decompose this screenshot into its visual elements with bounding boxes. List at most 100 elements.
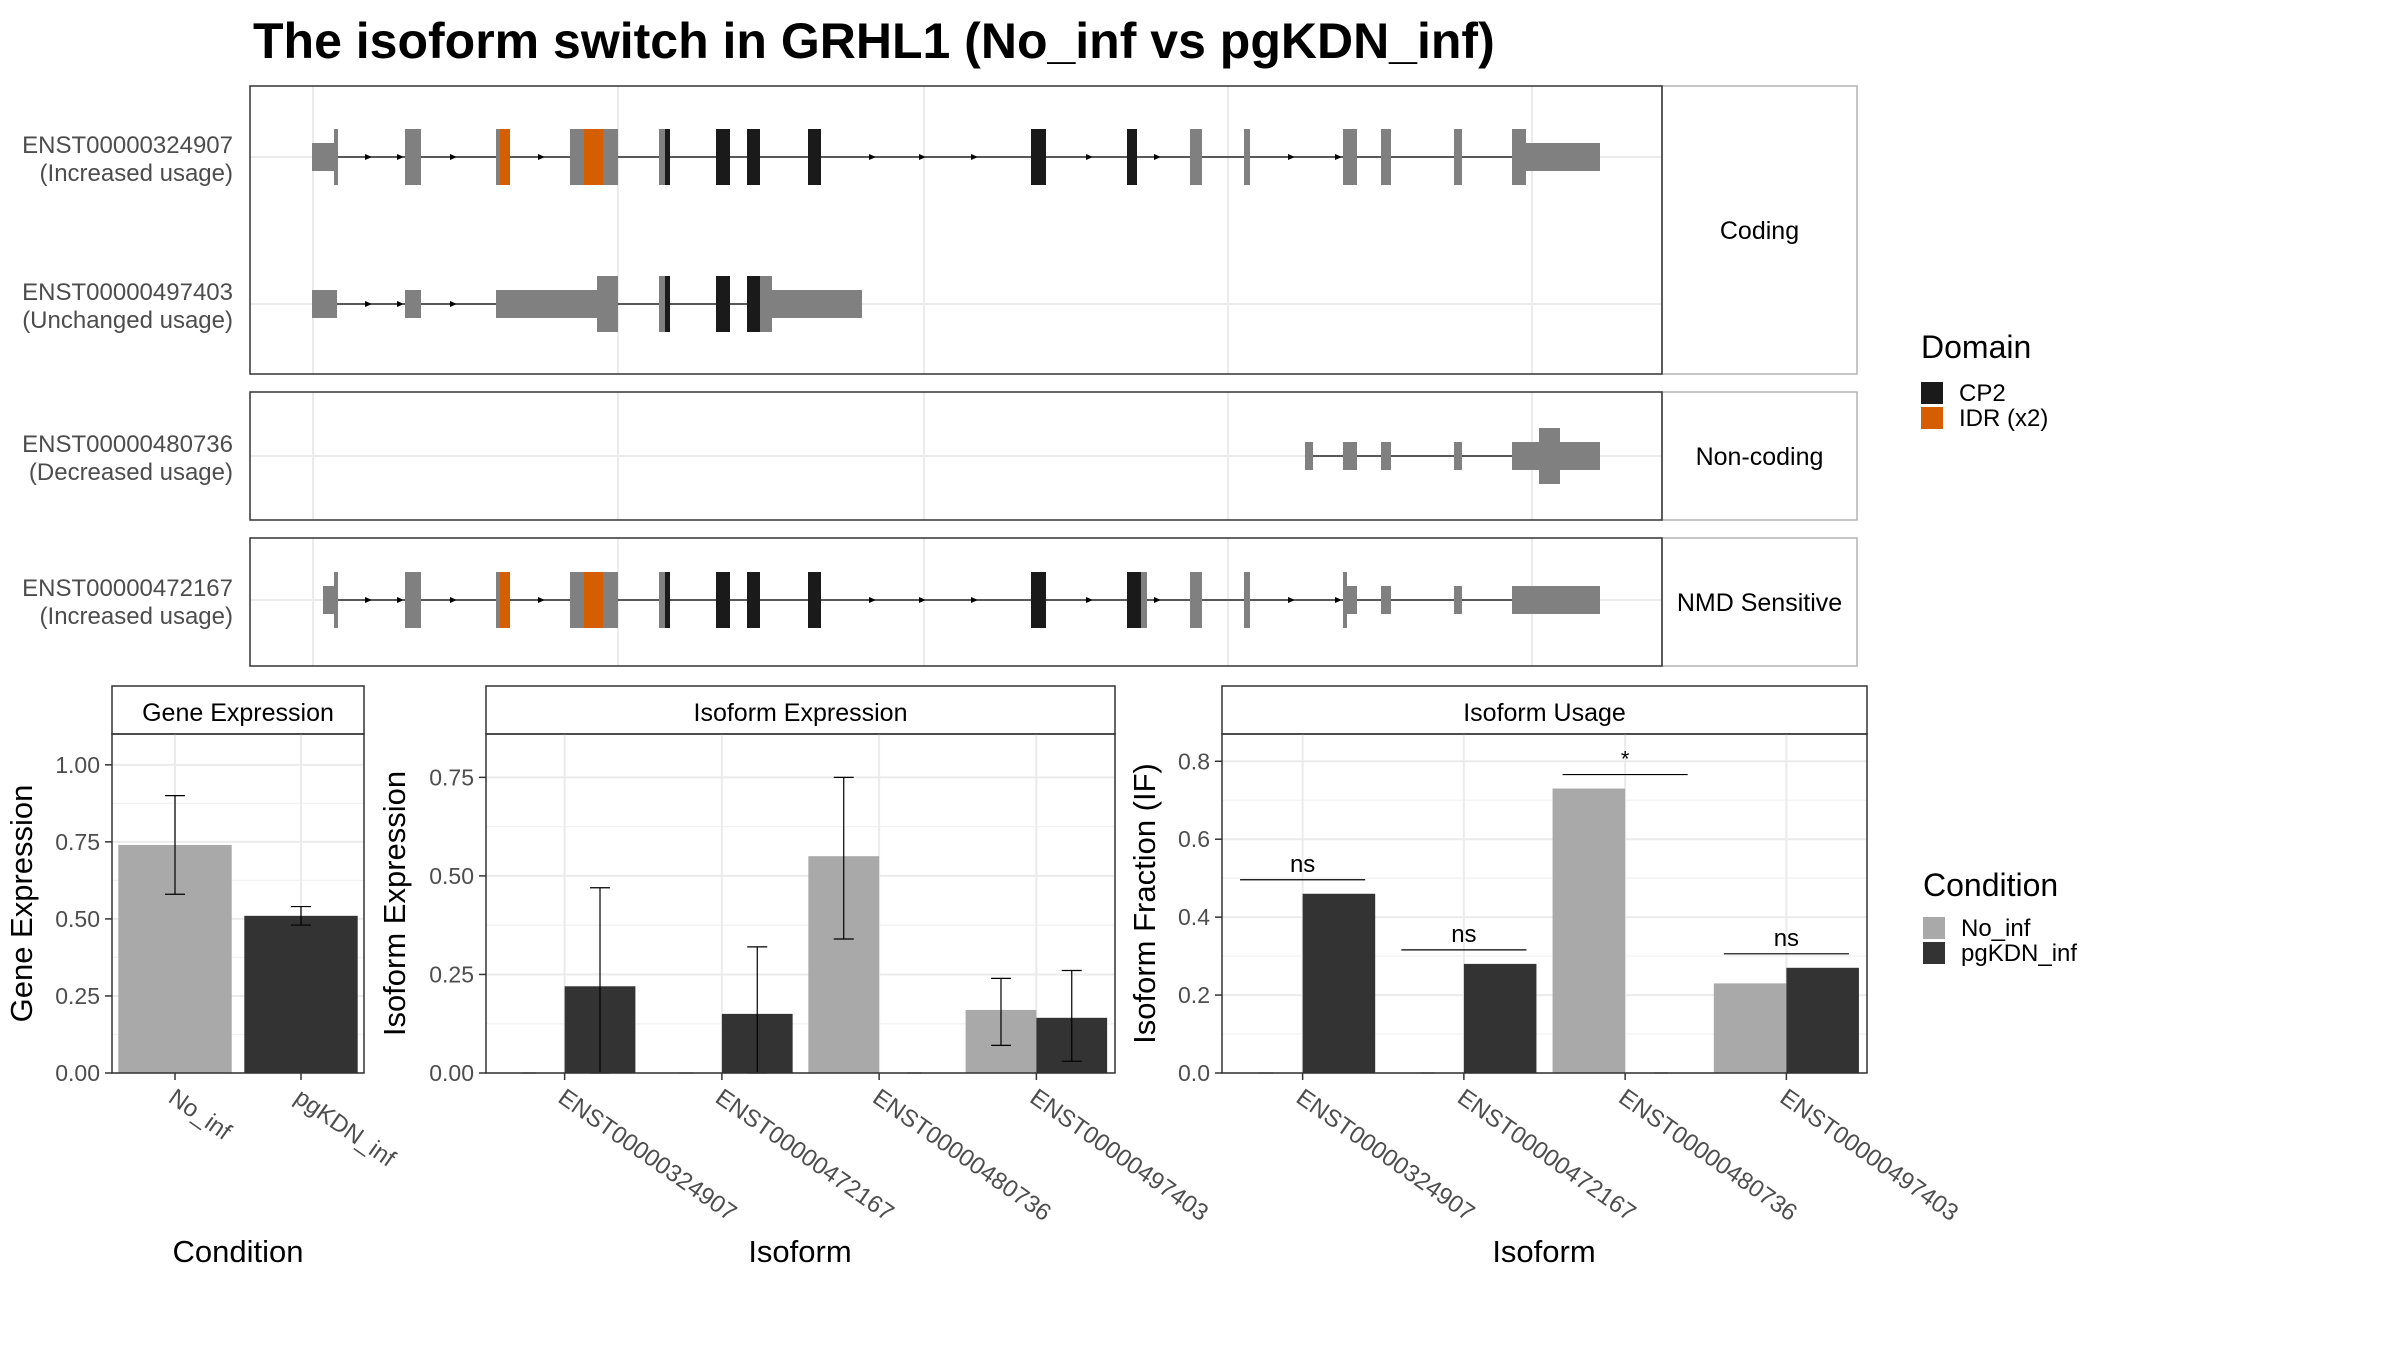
strand-arrow [1154, 597, 1161, 603]
exon [1190, 572, 1202, 628]
exon [1512, 442, 1539, 470]
structure-group: NMD Sensitive ENST00000472167(Increased u… [22, 537, 1858, 667]
strand-arrow [365, 301, 372, 307]
transcript-id-label: ENST00000324907 [22, 132, 233, 159]
strand-arrow [919, 154, 926, 160]
transcript-track: ENST00000497403(Unchanged usage) [22, 276, 862, 334]
transcript-track: ENST00000480736(Decreased usage) [22, 428, 1600, 486]
domain-legend-label: IDR (x2) [1959, 405, 2048, 432]
exon [323, 586, 334, 614]
exon [1381, 586, 1391, 614]
strand-arrow [971, 597, 978, 603]
domain-legend-key [1921, 407, 1943, 429]
exon [312, 143, 334, 171]
facet-strip [1661, 537, 1858, 667]
exon [1526, 143, 1600, 171]
idr-domain-exon [500, 129, 510, 185]
x-axis-title: Isoform [748, 1234, 851, 1269]
cp2-domain-exon [665, 572, 670, 628]
bar [244, 915, 358, 1073]
exon [1343, 129, 1357, 185]
y-axis-title: Isoform Fraction (IF) [1127, 763, 1162, 1044]
y-tick-label: 0.00 [429, 1060, 474, 1086]
strand-arrow [450, 597, 457, 603]
y-axis-title: Isoform Expression [377, 771, 412, 1036]
exon [1190, 129, 1202, 185]
strand-arrow [1086, 154, 1093, 160]
x-axis-title: Isoform [1492, 1234, 1595, 1269]
exon [334, 572, 338, 628]
cp2-domain-exon [1127, 129, 1137, 185]
y-tick-label: 0.8 [1178, 748, 1210, 774]
exon [496, 290, 597, 318]
strand-arrow [397, 154, 404, 160]
transcript-id-label: ENST00000480736 [22, 431, 233, 458]
facet-strip [1661, 85, 1858, 375]
cp2-domain-exon [716, 572, 730, 628]
domain-legend-title: Domain [1921, 329, 2031, 365]
exon [312, 290, 337, 318]
strand-arrow [450, 154, 457, 160]
exon [570, 572, 584, 628]
cp2-domain-exon [747, 129, 760, 185]
chart-title: Isoform Expression [694, 699, 908, 727]
strand-arrow [919, 597, 926, 603]
y-axis-title: Gene Expression [4, 785, 39, 1023]
cp2-domain-exon [808, 129, 821, 185]
exon [1244, 129, 1250, 185]
exon [334, 129, 338, 185]
idr-domain-exon [584, 572, 603, 628]
y-tick-label: 0.75 [55, 829, 100, 855]
bar [1786, 967, 1859, 1073]
strand-arrow [1335, 597, 1342, 603]
structure-panel-background [250, 86, 1662, 374]
chart-strip [485, 685, 1116, 735]
strand-arrow [397, 597, 404, 603]
structure-group: Non-coding ENST00000480736(Decreased usag… [22, 391, 1858, 521]
exon [1381, 129, 1391, 185]
condition-legend-label: pgKDN_inf [1961, 940, 2077, 967]
exon [405, 290, 421, 318]
cp2-domain-exon [1127, 572, 1141, 628]
exon [570, 129, 584, 185]
exon [659, 572, 665, 628]
expression-charts: Gene Expression 0.00 0.25 0.50 0.75 1.00 No_in… [4, 685, 1963, 1269]
exon [1141, 572, 1147, 628]
transcript-usage-label: (Decreased usage) [29, 459, 233, 486]
chart-0: Gene Expression 0.00 0.25 0.50 0.75 1.00 No_in… [4, 685, 400, 1269]
exon [1343, 442, 1357, 470]
strand-arrow [1154, 154, 1161, 160]
exon [1381, 442, 1391, 470]
exon [760, 276, 772, 332]
y-tick-label: 1.00 [55, 752, 100, 778]
strand-arrow [365, 154, 372, 160]
x-tick-label: ENST00000472167 [1452, 1084, 1640, 1227]
x-axis-title: Condition [173, 1234, 304, 1269]
exon [405, 129, 421, 185]
strand-arrow [869, 154, 876, 160]
idr-domain-exon [584, 129, 603, 185]
significance-label: ns [1290, 851, 1315, 878]
chart-title: Isoform Usage [1463, 699, 1626, 727]
strand-arrow [365, 597, 372, 603]
cp2-domain-exon [1031, 129, 1046, 185]
exon [405, 572, 421, 628]
y-tick-label: 0.0 [1178, 1060, 1210, 1086]
strand-arrow [1288, 154, 1295, 160]
exon [659, 276, 665, 332]
condition-legend-key [1923, 942, 1945, 964]
exon [597, 276, 618, 332]
transcript-id-label: ENST00000472167 [22, 575, 233, 602]
transcript-usage-label: (Increased usage) [40, 603, 233, 630]
strand-arrow [538, 597, 545, 603]
strand-arrow [869, 597, 876, 603]
chart-panel-border [111, 733, 365, 1074]
cp2-domain-exon [665, 129, 670, 185]
transcript-usage-label: (Unchanged usage) [22, 307, 233, 334]
exon [1512, 129, 1526, 185]
bar [1463, 963, 1537, 1073]
transcript-track: ENST00000472167(Increased usage) [22, 572, 1600, 630]
